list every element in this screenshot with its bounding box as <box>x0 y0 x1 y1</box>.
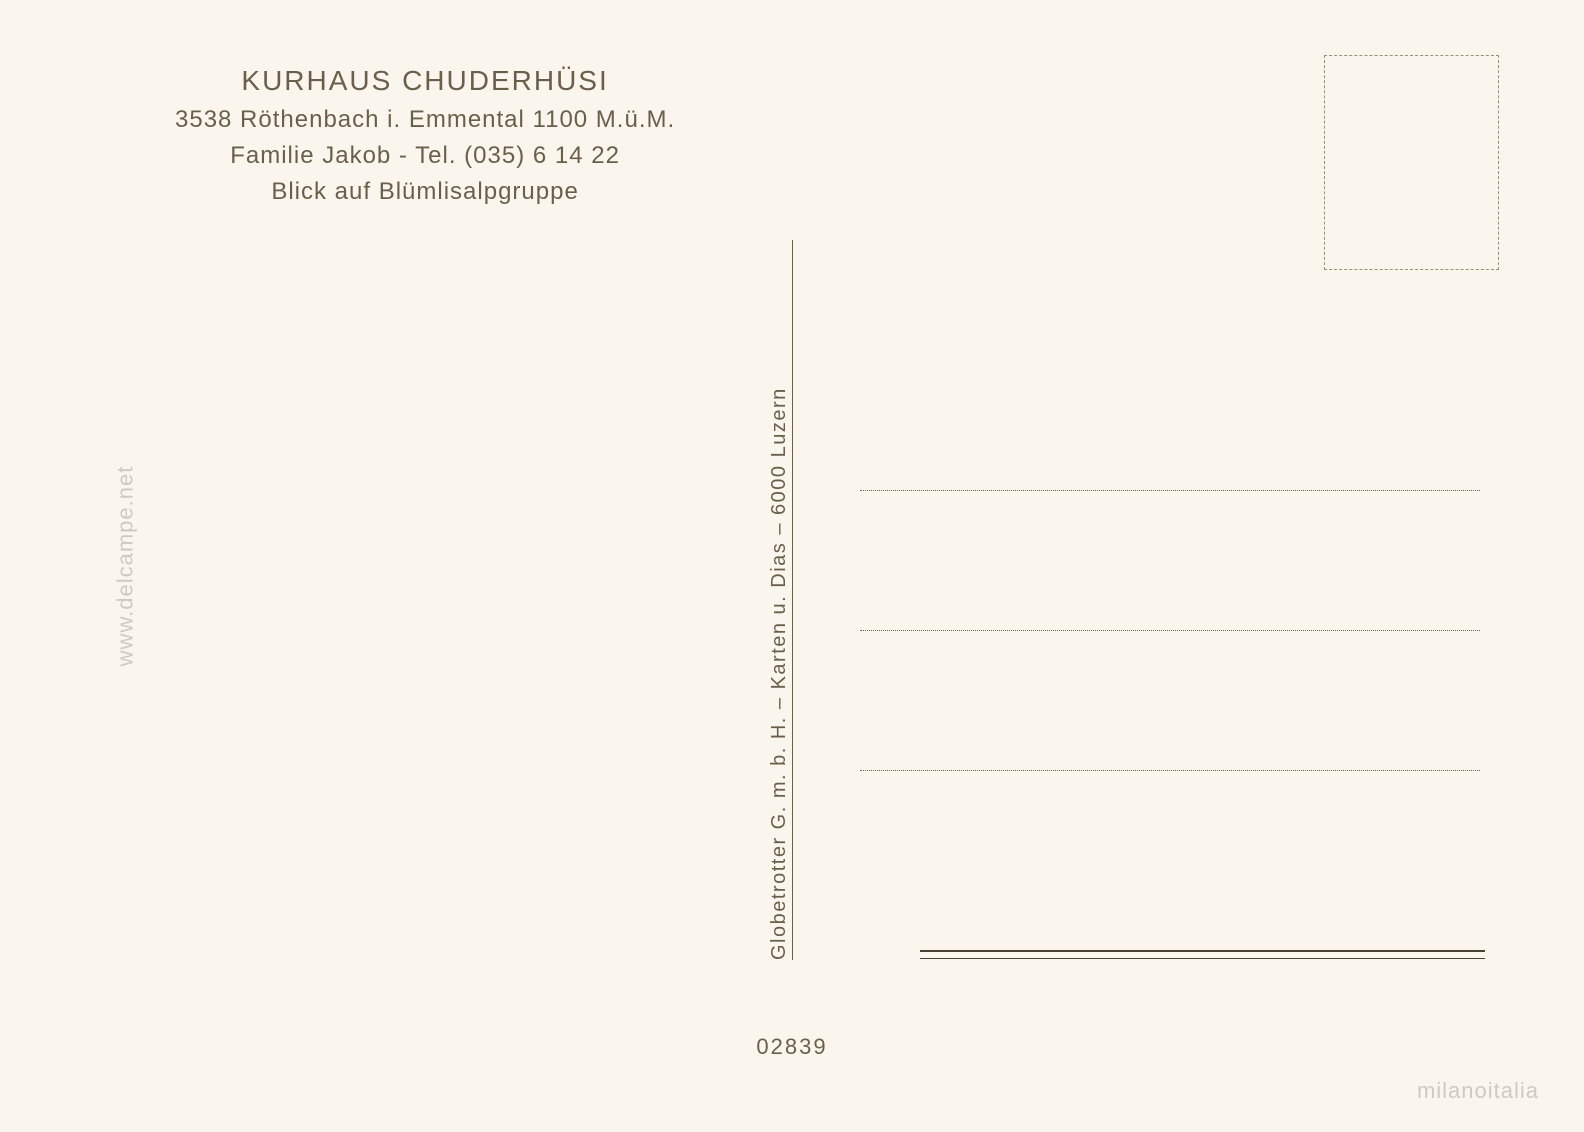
address-line-1 <box>860 490 1480 491</box>
address-line-2 <box>860 630 1480 631</box>
center-divider <box>792 240 793 960</box>
header-block: KURHAUS CHUDERHÜSI 3538 Röthenbach i. Em… <box>175 60 675 210</box>
watermark-seller: milanoitalia <box>1417 1078 1539 1104</box>
stamp-box <box>1324 55 1499 270</box>
header-caption: Blick auf Blümlisalpgruppe <box>175 174 675 210</box>
city-underline-bottom <box>920 958 1485 959</box>
header-address: 3538 Röthenbach i. Emmental 1100 M.ü.M. <box>175 102 675 138</box>
postcard-back: KURHAUS CHUDERHÜSI 3538 Röthenbach i. Em… <box>0 0 1584 1132</box>
header-family: Familie Jakob - Tel. (035) 6 14 22 <box>175 138 675 174</box>
city-underline-top <box>920 950 1485 952</box>
watermark-site: www.delcampe.net <box>112 466 138 667</box>
address-line-3 <box>860 770 1480 771</box>
header-title: KURHAUS CHUDERHÜSI <box>175 60 675 102</box>
serial-number: 02839 <box>756 1034 827 1060</box>
publisher-text: Globetrotter G. m. b. H. – Karten u. Dia… <box>768 387 791 960</box>
